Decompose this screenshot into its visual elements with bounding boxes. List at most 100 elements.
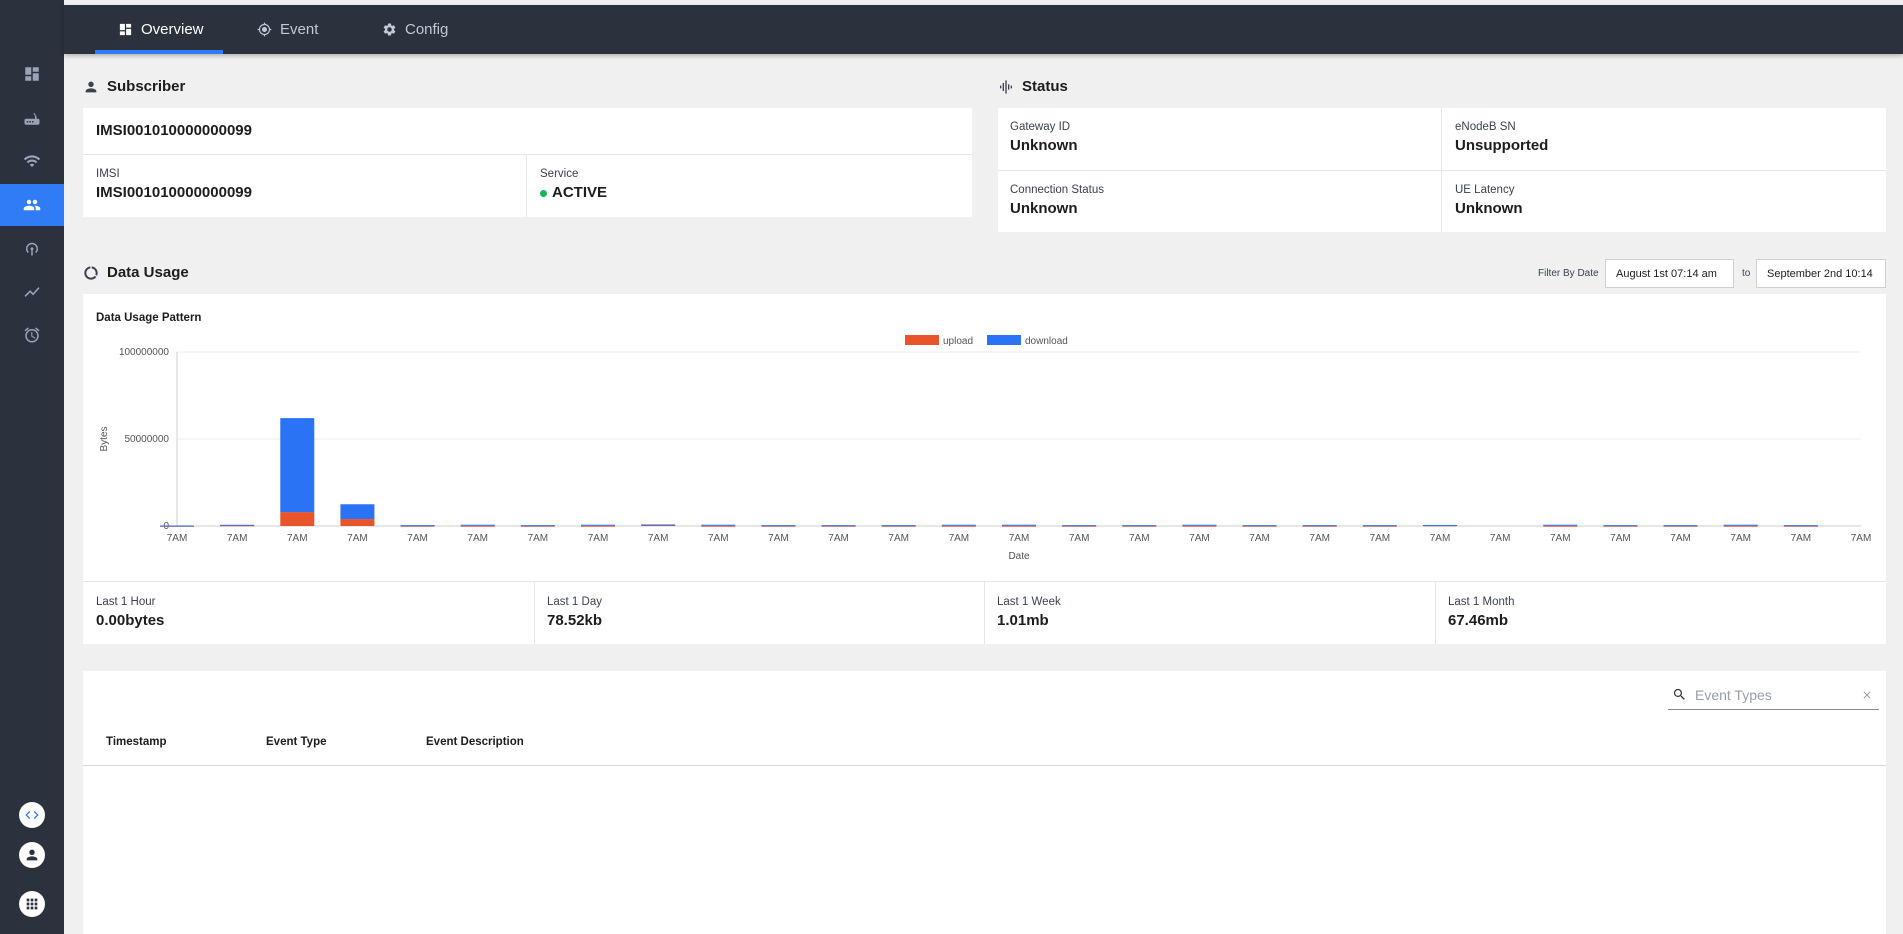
x-tick-label: 7AM — [1370, 533, 1391, 544]
filter-by-date-label: Filter By Date — [1538, 268, 1599, 279]
tab-label: Overview — [141, 21, 204, 38]
bar-upload — [1182, 525, 1217, 527]
data-usage-heading-label: Data Usage — [107, 264, 189, 281]
kpi-label: Last 1 Day — [547, 596, 602, 608]
bar-download — [581, 524, 615, 526]
bar-download — [1362, 525, 1397, 527]
column-header-timestamp[interactable]: Timestamp — [106, 736, 167, 748]
divider — [1435, 581, 1436, 644]
bar-download — [761, 525, 796, 527]
x-tick-label: 7AM — [1069, 533, 1090, 544]
bar-download — [641, 524, 676, 526]
y-tick-label: 50000000 — [125, 434, 170, 445]
bar-download — [941, 524, 976, 526]
divider — [526, 154, 527, 217]
x-axis-label: Date — [1008, 551, 1030, 562]
column-header-event-type[interactable]: Event Type — [266, 736, 327, 748]
service-status: ACTIVE — [540, 184, 607, 201]
x-tick-label: 7AM — [949, 533, 970, 544]
side-navigation — [0, 0, 64, 934]
to-date-input[interactable]: September 2nd 10:14 — [1756, 259, 1886, 288]
ue-latency-label: UE Latency — [1455, 184, 1515, 196]
bar-download — [1182, 524, 1217, 526]
nav-metrics[interactable] — [0, 271, 64, 313]
bar-download — [1423, 524, 1457, 526]
x-tick-label: 7AM — [1430, 533, 1451, 544]
events-table-card — [83, 671, 1886, 934]
bar-download — [1783, 525, 1818, 527]
nav-api-docs[interactable] — [19, 802, 45, 828]
tab-label: Event — [280, 21, 319, 38]
legend-swatch-upload — [905, 335, 939, 345]
column-header-event-description[interactable]: Event Description — [426, 736, 524, 748]
close-icon[interactable] — [1861, 689, 1873, 701]
gateway-id-value: Unknown — [1010, 137, 1078, 154]
nav-alerts[interactable] — [0, 314, 64, 356]
x-tick-label: 7AM — [347, 533, 368, 544]
status-heading: Status — [998, 78, 1068, 95]
x-tick-label: 7AM — [588, 533, 609, 544]
bar-download — [280, 418, 315, 513]
bar-download — [1543, 524, 1578, 526]
connection-status-value: Unknown — [1010, 200, 1078, 217]
ue-latency-field: UE Latency Unknown — [1455, 184, 1523, 217]
bar-upload — [220, 525, 255, 527]
bar-upload — [1603, 525, 1638, 527]
x-tick-label: 7AM — [828, 533, 849, 544]
bar-upload — [701, 525, 736, 527]
tab-config[interactable]: Config — [382, 5, 448, 54]
bar-upload — [1543, 525, 1578, 527]
bar-upload — [400, 525, 435, 527]
kpi-last-week: Last 1 Week 1.01mb — [984, 583, 1435, 645]
nav-network[interactable] — [0, 140, 64, 182]
nav-apps[interactable] — [19, 891, 45, 917]
nav-traffic[interactable] — [0, 227, 64, 269]
bar-download — [160, 525, 194, 527]
nav-dashboard[interactable] — [0, 53, 64, 95]
bar-download — [1242, 525, 1277, 527]
apps-grid-icon — [26, 898, 38, 910]
people-icon — [23, 199, 41, 211]
legend-label-upload: upload — [943, 336, 973, 347]
subscriber-heading: Subscriber — [83, 78, 185, 95]
dashboard-icon — [119, 23, 132, 36]
bar-download — [340, 504, 375, 520]
bar-upload — [1723, 525, 1758, 527]
nav-subscribers[interactable] — [0, 184, 64, 226]
connection-status-field: Connection Status Unknown — [1010, 184, 1104, 217]
trending-icon — [24, 287, 40, 297]
tab-overview[interactable]: Overview — [118, 5, 204, 54]
kpi-value: 1.01mb — [997, 612, 1049, 629]
from-date-input[interactable]: August 1st 07:14 am — [1605, 259, 1734, 288]
data-usage-heading: Data Usage — [83, 264, 189, 281]
radio-signal-icon — [26, 242, 38, 256]
gateway-id-field: Gateway ID Unknown — [1010, 121, 1078, 154]
enodeb-sn-field: eNodeB SN Unsupported — [1455, 121, 1548, 154]
bar-upload — [821, 525, 856, 527]
kpi-value: 67.46mb — [1448, 612, 1509, 629]
x-tick-label: 7AM — [467, 533, 488, 544]
bar-download — [881, 525, 916, 527]
search-input[interactable] — [1695, 686, 1855, 703]
divider — [534, 581, 535, 644]
bar-download — [400, 525, 435, 527]
x-tick-label: 7AM — [407, 533, 428, 544]
x-tick-label: 7AM — [1851, 533, 1872, 544]
nav-profile[interactable] — [19, 842, 45, 868]
enodeb-sn-value: Unsupported — [1455, 137, 1549, 154]
kpi-label: Last 1 Month — [1448, 596, 1515, 608]
x-tick-label: 7AM — [1550, 533, 1571, 544]
nav-equipment[interactable] — [0, 97, 64, 139]
service-label: Service — [540, 168, 579, 180]
bar-upload — [1302, 525, 1337, 527]
tab-event[interactable]: Event — [257, 5, 318, 54]
x-tick-label: 7AM — [1490, 533, 1511, 544]
code-icon — [25, 811, 39, 819]
subscriber-card: IMSI001010000000099 IMSI IMSI00101000000… — [83, 108, 972, 217]
bar-download — [1723, 524, 1758, 526]
bar-upload — [1062, 525, 1097, 527]
dashboard-icon — [25, 67, 39, 81]
bar-upload — [1362, 525, 1397, 527]
x-tick-label: 7AM — [708, 533, 729, 544]
divider — [984, 581, 985, 644]
